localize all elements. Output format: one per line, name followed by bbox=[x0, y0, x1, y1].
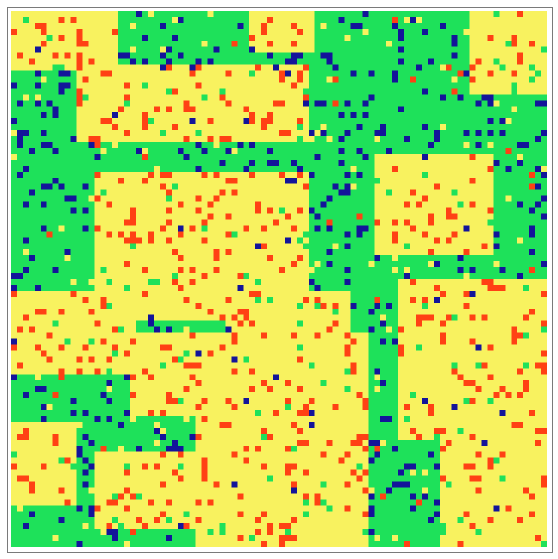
simulation-grid[interactable] bbox=[11, 11, 547, 547]
